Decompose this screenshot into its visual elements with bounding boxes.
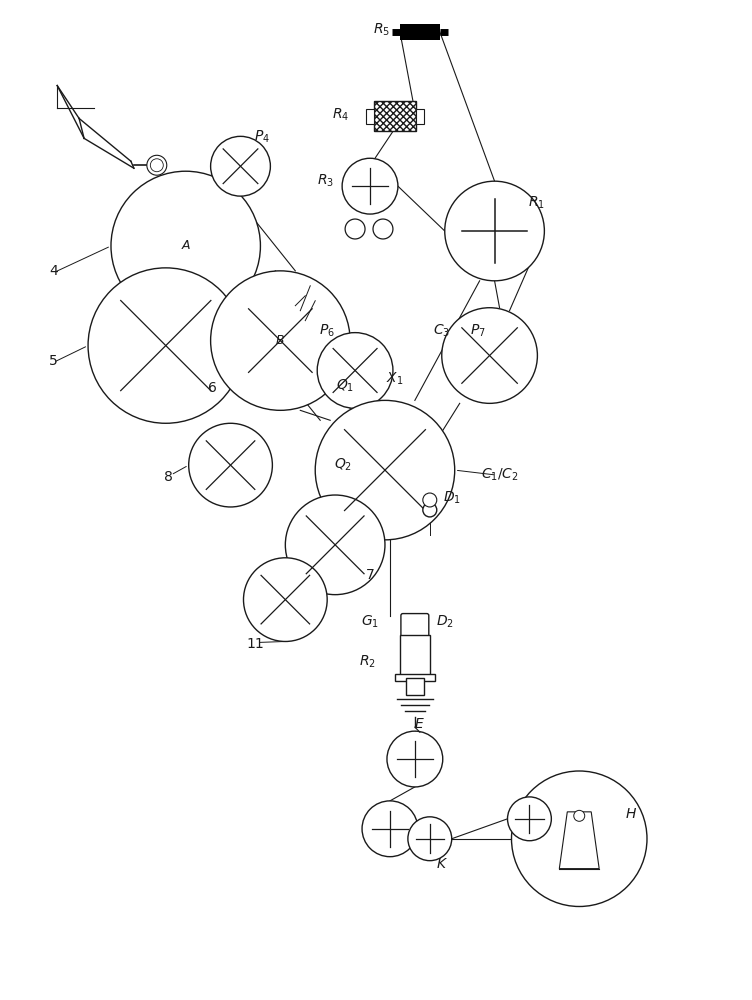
Bar — [400, 635, 430, 677]
Polygon shape — [559, 812, 599, 869]
Circle shape — [342, 158, 398, 214]
Circle shape — [345, 219, 365, 239]
Bar — [395, 674, 435, 681]
Bar — [406, 678, 424, 695]
Circle shape — [511, 771, 647, 906]
Circle shape — [444, 181, 544, 281]
Circle shape — [211, 271, 350, 410]
Circle shape — [508, 797, 551, 841]
Text: $P_7$: $P_7$ — [470, 322, 486, 339]
Circle shape — [441, 308, 538, 403]
Text: 8: 8 — [165, 470, 173, 484]
Circle shape — [317, 333, 393, 408]
Text: $R_5$: $R_5$ — [374, 22, 390, 38]
Text: $P_6$: $P_6$ — [320, 322, 335, 339]
Circle shape — [387, 731, 443, 787]
Text: $C_3$: $C_3$ — [433, 322, 450, 339]
Circle shape — [315, 400, 455, 540]
Circle shape — [150, 159, 163, 172]
Circle shape — [126, 186, 245, 306]
Circle shape — [111, 171, 260, 321]
Text: 6: 6 — [208, 381, 217, 395]
Text: $R_3$: $R_3$ — [317, 173, 334, 189]
Text: $X_1$: $X_1$ — [387, 370, 404, 387]
Bar — [374, 101, 416, 131]
Text: $E$: $E$ — [414, 717, 425, 731]
Circle shape — [408, 817, 452, 861]
Circle shape — [285, 495, 385, 595]
Text: $K$: $K$ — [435, 857, 447, 871]
Circle shape — [226, 286, 335, 395]
Circle shape — [88, 268, 244, 423]
Bar — [366, 109, 374, 124]
Text: $Q_2$: $Q_2$ — [334, 457, 352, 473]
Text: $D_2$: $D_2$ — [436, 613, 453, 630]
Text: 7: 7 — [365, 568, 374, 582]
FancyBboxPatch shape — [401, 614, 429, 639]
Text: 4: 4 — [49, 264, 58, 278]
Circle shape — [373, 219, 393, 239]
Text: $H$: $H$ — [625, 807, 637, 821]
Circle shape — [244, 558, 327, 641]
Text: $R_1$: $R_1$ — [528, 195, 545, 211]
Bar — [400, 24, 440, 40]
Text: $R_4$: $R_4$ — [332, 106, 349, 123]
Circle shape — [147, 155, 167, 175]
Text: $Q_1$: $Q_1$ — [336, 377, 354, 394]
Text: $D_1$: $D_1$ — [443, 490, 461, 506]
Bar — [374, 101, 416, 131]
Text: $G_1$: $G_1$ — [361, 613, 379, 630]
Text: $A$: $A$ — [180, 239, 191, 252]
Text: 11: 11 — [247, 637, 264, 651]
Text: $R_2$: $R_2$ — [359, 653, 375, 670]
Circle shape — [141, 201, 231, 291]
Text: $B$: $B$ — [275, 334, 285, 347]
Bar — [416, 109, 424, 124]
Text: $C_1/C_2$: $C_1/C_2$ — [481, 467, 518, 483]
Text: $P_4$: $P_4$ — [254, 128, 271, 145]
Circle shape — [423, 503, 437, 517]
Circle shape — [211, 136, 271, 196]
Circle shape — [423, 493, 437, 507]
Text: 5: 5 — [49, 354, 58, 368]
Circle shape — [362, 801, 418, 857]
Circle shape — [574, 810, 585, 821]
Circle shape — [189, 423, 272, 507]
